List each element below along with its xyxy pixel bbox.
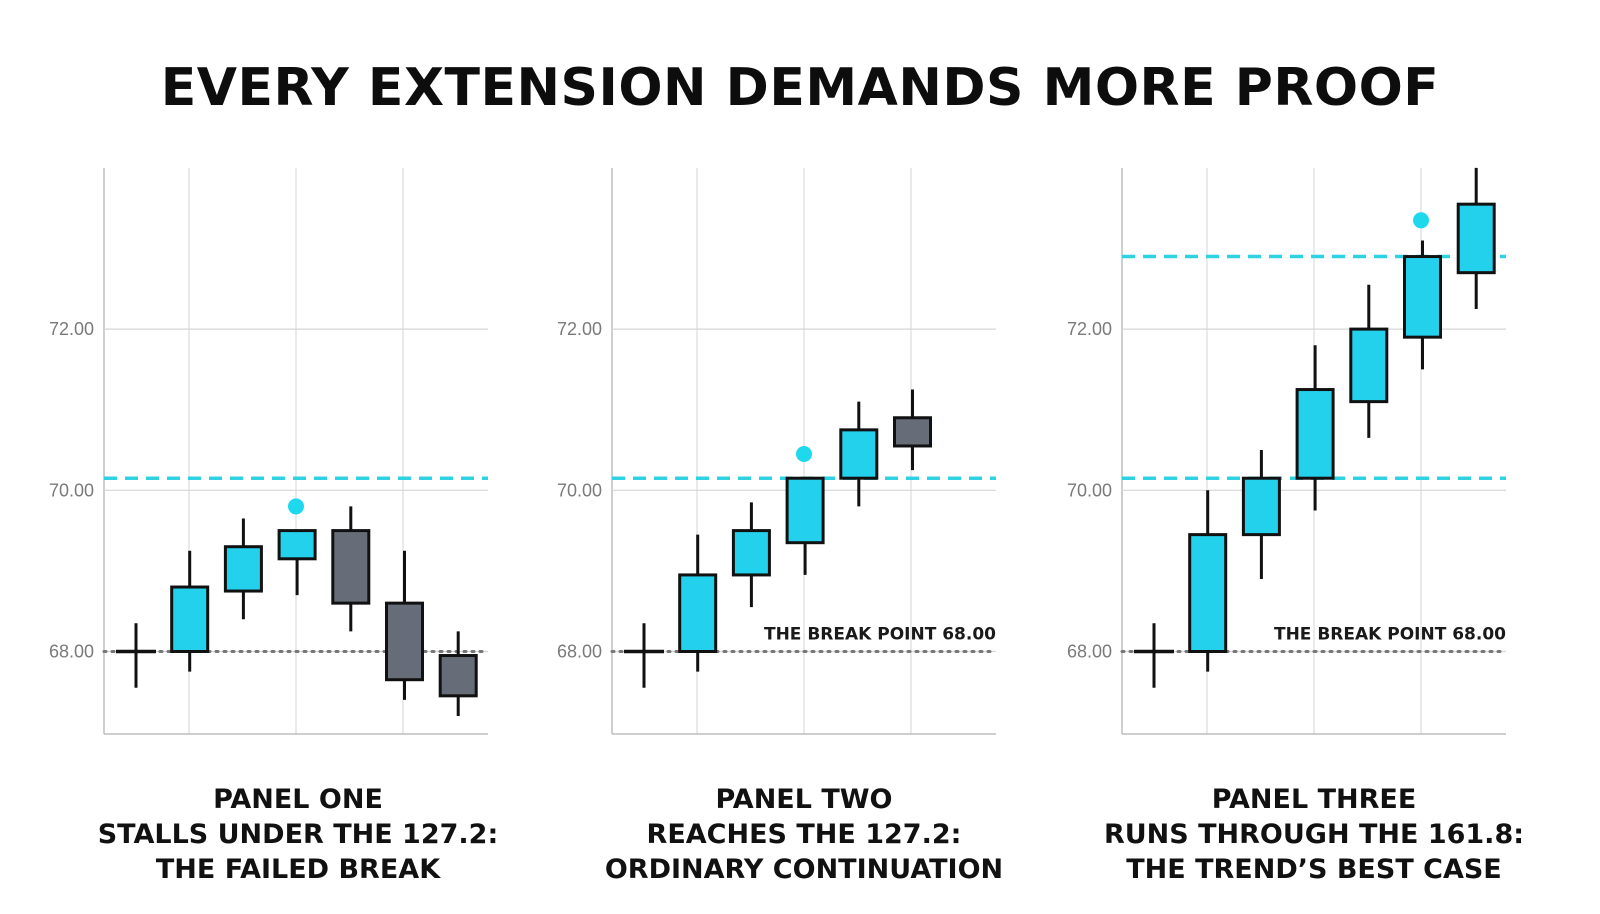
panel-three-caption: PANEL THREE RUNS THROUGH THE 161.8: THE …	[1054, 782, 1574, 887]
caption-line: THE TREND’S BEST CASE	[1126, 854, 1502, 885]
panel-1-y-tick-label: 70.00	[49, 480, 94, 500]
panel-2-break-point-label: THE BREAK POINT 68.00	[764, 625, 996, 645]
panel-1-target-marker	[288, 498, 304, 515]
panel-2-candle-4-body	[785, 476, 825, 545]
panel-2-candle-2-body	[678, 573, 718, 653]
panel-one-caption: PANEL ONE STALLS UNDER THE 127.2: THE FA…	[38, 782, 558, 887]
panel-2-candle-3-body	[731, 529, 771, 577]
panel-3-candle-3-body	[1241, 476, 1281, 537]
panel-3-y-tick-label: 72.00	[1067, 319, 1112, 339]
panel-2-y-tick-label: 70.00	[557, 480, 602, 500]
caption-line: PANEL ONE	[213, 784, 383, 815]
caption-line: RUNS THROUGH THE 161.8:	[1103, 819, 1525, 850]
panel-1-candle-2-body	[170, 585, 210, 654]
panel-1-candle-4-body	[277, 529, 317, 561]
caption-line: PANEL TWO	[715, 784, 893, 815]
panel-3-y-tick-label: 70.00	[1067, 480, 1112, 500]
panel-3-candle-5-body	[1349, 327, 1389, 404]
panel-2-y-tick-label: 72.00	[557, 319, 602, 339]
caption-line: ORDINARY CONTINUATION	[604, 854, 1004, 885]
caption-line: PANEL THREE	[1211, 784, 1417, 815]
panel-2-candle-5-body	[839, 428, 879, 480]
caption-line: REACHES THE 127.2:	[646, 819, 962, 850]
panel-3-candle-2-body	[1188, 533, 1228, 654]
panel-3-candle-6-body	[1403, 255, 1442, 339]
panel-3-candle-4-body	[1295, 388, 1335, 480]
panel-3-y-tick-label: 68.00	[1067, 642, 1112, 662]
chart-title: EVERY EXTENSION DEMANDS MORE PROOF	[160, 58, 1440, 118]
panel-3-candle-7-body	[1456, 202, 1496, 275]
panel-2-y-tick-label: 68.00	[557, 642, 602, 662]
panel-1-y-tick-label: 68.00	[49, 642, 94, 662]
panel-2-target-marker	[796, 446, 812, 463]
panel-1-candle-3-body	[223, 545, 263, 593]
panel-1-candle-7-body	[438, 654, 478, 698]
panel-1-candle-5-body	[331, 529, 371, 605]
panel-3-break-point-label: THE BREAK POINT 68.00	[1274, 625, 1506, 645]
panel-two-caption: PANEL TWO REACHES THE 127.2: ORDINARY CO…	[544, 782, 1064, 887]
caption-line: THE FAILED BREAK	[155, 854, 441, 885]
caption-line: STALLS UNDER THE 127.2:	[97, 819, 499, 850]
panel-3-target-marker	[1413, 212, 1429, 229]
panel-1-y-tick-label: 72.00	[49, 319, 94, 339]
panel-1-candle-6-body	[385, 601, 424, 682]
panel-2-candle-6-body	[893, 416, 932, 448]
